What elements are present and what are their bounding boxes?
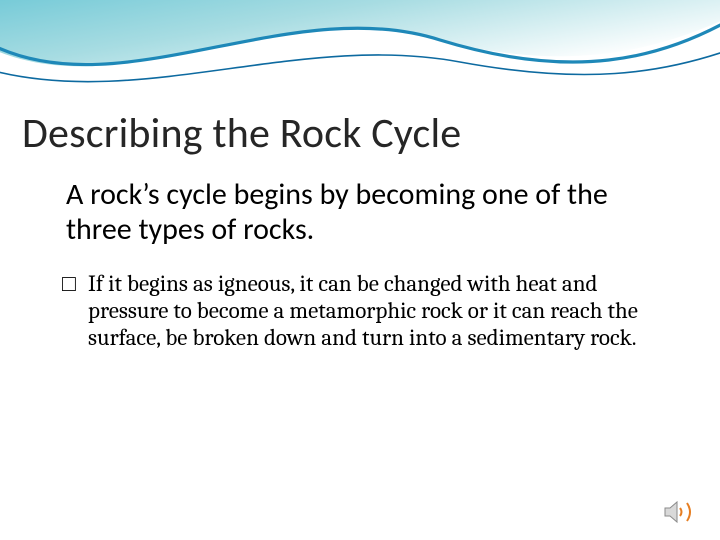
speaker-body — [665, 502, 677, 522]
speaker-icon[interactable] — [664, 500, 694, 524]
slide-title: Describing the Rock Cycle — [22, 108, 698, 159]
wave-stroke-thin — [0, 46, 720, 82]
bullet-text: If it begins as igneous, it can be chang… — [88, 270, 668, 351]
sound-wave-1 — [680, 508, 682, 516]
wave-fill — [0, 0, 720, 66]
slide-subtitle: A rock’s cycle begins by becoming one of… — [66, 177, 668, 248]
sound-wave-3 — [687, 503, 690, 521]
slide-content: Describing the Rock Cycle A rock’s cycle… — [22, 108, 698, 351]
sound-wave-2 — [684, 506, 686, 519]
bullet-item: □ If it begins as igneous, it can be cha… — [62, 270, 668, 351]
wave-stroke-thick — [0, 14, 720, 65]
bullet-marker: □ — [62, 270, 88, 351]
header-wave-decoration — [0, 0, 720, 110]
